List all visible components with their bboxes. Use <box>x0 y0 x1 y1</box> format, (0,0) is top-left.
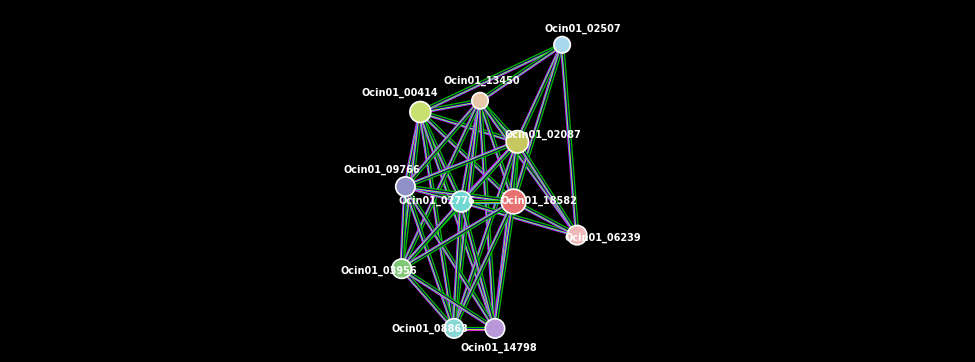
Circle shape <box>567 226 587 245</box>
Text: Ocin01_09766: Ocin01_09766 <box>344 164 420 174</box>
Text: Ocin01_03956: Ocin01_03956 <box>340 266 417 276</box>
Text: Ocin01_02087: Ocin01_02087 <box>504 130 581 140</box>
Text: Ocin01_02776: Ocin01_02776 <box>399 195 476 206</box>
Text: Ocin01_14798: Ocin01_14798 <box>460 343 537 353</box>
Circle shape <box>450 191 472 212</box>
Circle shape <box>506 131 528 153</box>
Circle shape <box>486 319 505 338</box>
Circle shape <box>472 93 488 109</box>
Text: Ocin01_00414: Ocin01_00414 <box>362 87 438 98</box>
Circle shape <box>501 189 526 214</box>
Text: Ocin01_13450: Ocin01_13450 <box>444 76 521 87</box>
Text: Ocin01_18582: Ocin01_18582 <box>500 195 577 206</box>
Circle shape <box>396 177 415 196</box>
Circle shape <box>445 319 464 338</box>
Text: Ocin01_06239: Ocin01_06239 <box>565 233 641 243</box>
Text: Ocin01_02507: Ocin01_02507 <box>544 24 621 34</box>
Circle shape <box>392 259 411 278</box>
Circle shape <box>554 37 570 53</box>
Text: Ocin01_08863: Ocin01_08863 <box>391 324 468 334</box>
Circle shape <box>410 101 431 122</box>
